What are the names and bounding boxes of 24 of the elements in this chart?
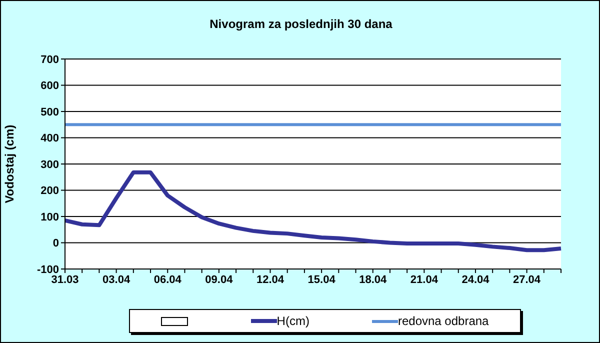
x-tick-label: 21.04 [410,274,439,286]
x-tick-label: 06.04 [154,274,182,286]
legend-label: H(cm) [276,314,310,328]
y-tick-label: 0 [52,238,59,250]
x-tick-label: 18.04 [359,274,388,286]
legend-label: redovna odbrana [398,314,489,328]
y-tick-label: 300 [40,158,59,171]
x-tick-label: 09.04 [205,274,234,286]
x-tick-label: 15.04 [308,274,336,286]
y-tick-label: 200 [40,185,59,198]
x-tick-label: 31.03 [51,274,79,286]
line-series [63,170,563,252]
x-tick-label: 12.04 [256,274,285,286]
x-tick-label: 24.04 [462,274,490,286]
y-tick-label: 100 [40,211,59,224]
y-axis-title: Vodostaj (cm) [2,124,16,204]
y-tick-label: 700 [40,54,59,66]
chart-title: Nivogram za poslednjih 30 dana [208,17,394,31]
x-tick-label: 03.04 [102,274,131,286]
y-tick-label: 500 [40,106,59,118]
y-tick-label: -100 [36,264,59,276]
x-tick-label: 27.04 [513,274,542,286]
y-tick-label: 400 [40,132,59,145]
y-tick-label: 600 [40,80,59,92]
